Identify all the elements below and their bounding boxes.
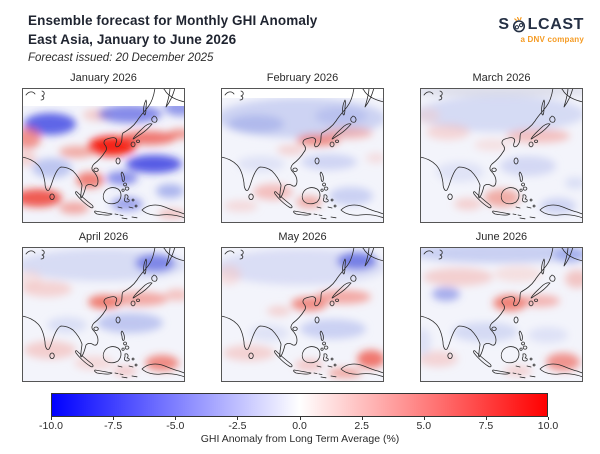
sun-icon (512, 17, 525, 33)
map-panel-january-2026: January 2026 (22, 71, 185, 223)
colorbar-tick-label: -7.5 (104, 420, 123, 432)
colorbar-label: GHI Anomaly from Long Term Average (%) (200, 433, 400, 445)
anomaly-map-april-2026 (22, 247, 185, 382)
panel-title: March 2026 (472, 72, 531, 84)
map-panel-february-2026: February 2026 (221, 71, 384, 223)
panel-title: June 2026 (475, 231, 528, 243)
solcast-logo: S LCAST a DNV company (492, 16, 584, 44)
colorbar-tick-label: -2.5 (228, 420, 247, 432)
logo-text-prefix: S (498, 16, 510, 33)
colorbar-tickmark (485, 417, 487, 420)
anomaly-map-january-2026 (22, 88, 185, 223)
colorbar-tickmark (423, 417, 425, 420)
panel-title: January 2026 (70, 72, 137, 84)
figure-header: Ensemble forecast for Monthly GHI Anomal… (28, 11, 317, 64)
colorbar-ticks: -10.0 -7.5 -5.0 -2.5 0.0 2.5 5.0 7.5 10.0 (39, 417, 558, 433)
colorbar-tick-label: 5.0 (416, 420, 432, 432)
logo-text-suffix: LCAST (527, 16, 584, 33)
anomaly-map-march-2026 (420, 88, 583, 223)
panel-title: May 2026 (278, 231, 327, 243)
issue-date-subtitle: Forecast issued: 20 December 2025 (28, 52, 214, 64)
colorbar-tickmark (299, 417, 301, 420)
anomaly-map-february-2026 (221, 88, 384, 223)
colorbar-tickmark (548, 417, 549, 420)
map-panel-may-2026: May 2026 (221, 230, 384, 382)
colorbar-tick-label: 7.5 (478, 420, 494, 432)
title-line-1: Ensemble forecast for Monthly GHI Anomal… (28, 13, 318, 28)
map-panel-june-2026: June 2026 (420, 230, 583, 382)
panel-title: February 2026 (266, 72, 339, 84)
colorbar-tickmark (175, 417, 177, 420)
map-panel-april-2026: April 2026 (22, 230, 185, 382)
map-panel-march-2026: March 2026 (420, 71, 583, 223)
colorbar-tickmark (361, 417, 363, 420)
title-line-2: East Asia, January to June 2026 (28, 32, 237, 47)
colorbar-tick-label: 0.0 (292, 420, 307, 432)
colorbar-tickmark (113, 417, 115, 420)
panel-title: April 2026 (78, 231, 129, 243)
colorbar (51, 393, 548, 417)
colorbar-tick-label: -10.0 (39, 420, 63, 432)
colorbar-tick-label: 2.5 (354, 420, 369, 432)
dnv-company-tagline: a DNV company (520, 35, 584, 44)
colorbar-tick-label: -5.0 (166, 420, 185, 432)
colorbar-tick-label: 10.0 (537, 420, 559, 432)
colorbar-tickmark (237, 417, 239, 420)
anomaly-map-may-2026 (221, 247, 384, 382)
solcast-wordmark: S LCAST (492, 16, 584, 34)
colorbar-tickmark (51, 417, 52, 420)
anomaly-map-june-2026 (420, 247, 583, 382)
